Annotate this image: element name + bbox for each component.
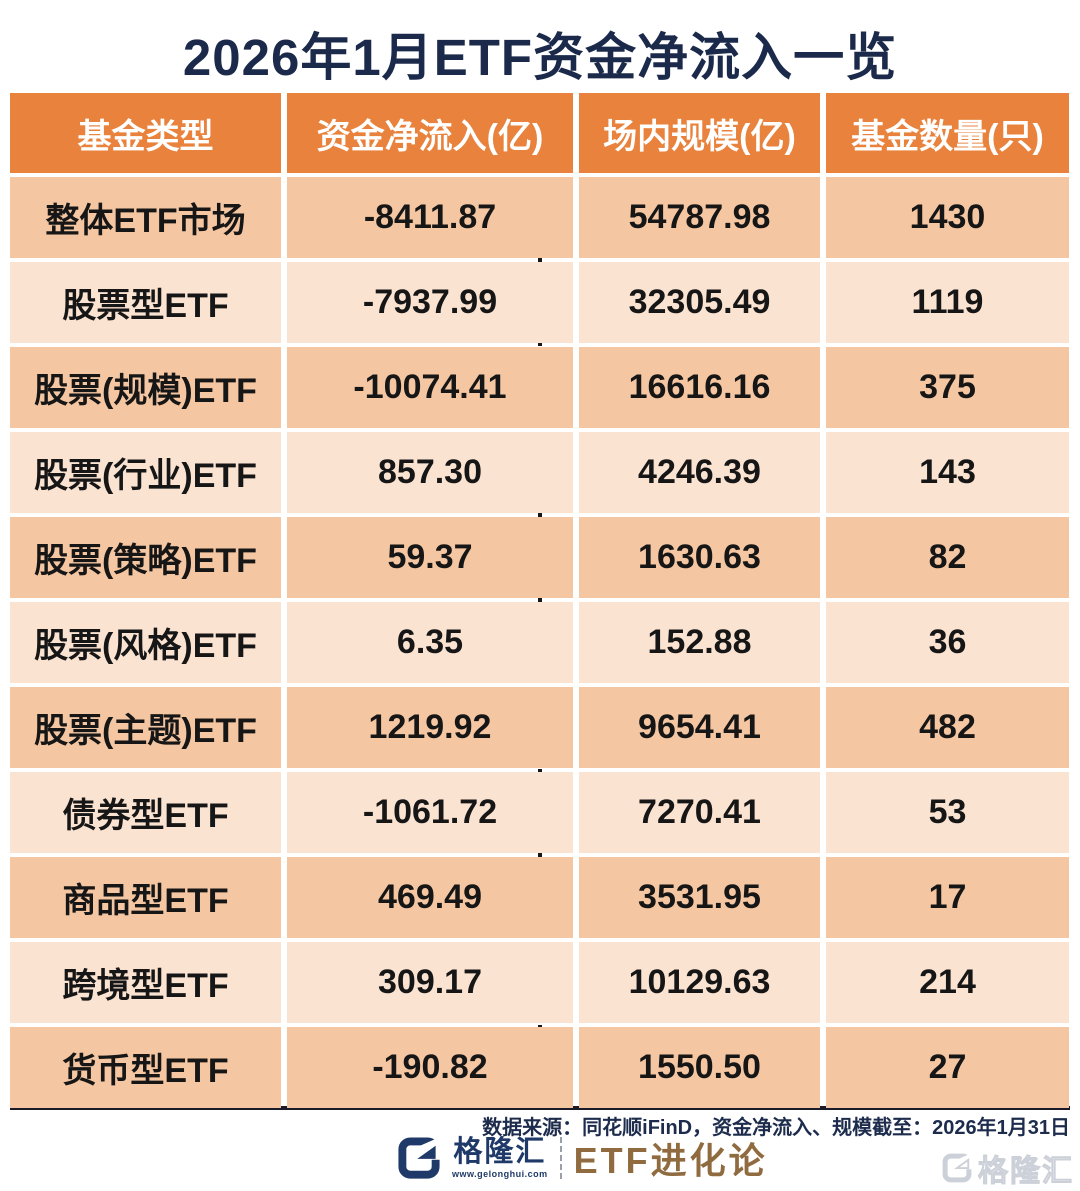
net-flow-cell: 309.17: [287, 942, 573, 1023]
market-scale-cell: 1630.63: [579, 517, 820, 598]
market-scale-cell: 10129.63: [579, 942, 820, 1023]
table-bottom-border: [10, 1106, 1070, 1110]
fund-count-cell: 214: [826, 942, 1069, 1023]
fund-type-cell: 股票(策略)ETF: [10, 517, 281, 598]
fund-type-cell: 货币型ETF: [10, 1027, 281, 1108]
market-scale-cell: 32305.49: [579, 262, 820, 343]
fund-count-cell: 1430: [826, 177, 1069, 258]
fund-type-cell: 整体ETF市场: [10, 177, 281, 258]
brand-divider: [559, 1137, 562, 1179]
net-flow-cell: 857.30: [287, 432, 573, 513]
net-flow-cell: 6.35: [287, 602, 573, 683]
fund-count-cell: 17: [826, 857, 1069, 938]
fund-type-cell: 股票(行业)ETF: [10, 432, 281, 513]
fund-count-cell: 482: [826, 687, 1069, 768]
market-scale-cell: 1550.50: [579, 1027, 820, 1108]
market-scale-cell: 152.88: [579, 602, 820, 683]
watermark: 格隆汇: [942, 1146, 1074, 1190]
brand-block: 格隆汇 www.gelonghui.com ETF进化论: [398, 1134, 768, 1182]
brand-name-block: 格隆汇 www.gelonghui.com: [452, 1135, 548, 1179]
watermark-logo-icon: [942, 1153, 972, 1183]
net-flow-cell: 59.37: [287, 517, 573, 598]
fund-count-cell: 375: [826, 347, 1069, 428]
fund-count-cell: 1119: [826, 262, 1069, 343]
net-flow-cell: 469.49: [287, 857, 573, 938]
net-flow-cell: -190.82: [287, 1027, 573, 1108]
fund-count-cell: 36: [826, 602, 1069, 683]
column-header-2: 场内规模(亿): [579, 93, 820, 173]
fund-type-cell: 股票(规模)ETF: [10, 347, 281, 428]
market-scale-cell: 54787.98: [579, 177, 820, 258]
brand-url: www.gelonghui.com: [452, 1168, 548, 1179]
fund-type-cell: 股票(主题)ETF: [10, 687, 281, 768]
fund-type-cell: 股票型ETF: [10, 262, 281, 343]
column-header-3: 基金数量(只): [826, 93, 1069, 173]
market-scale-cell: 9654.41: [579, 687, 820, 768]
fund-count-cell: 27: [826, 1027, 1069, 1108]
fund-count-cell: 53: [826, 772, 1069, 853]
market-scale-cell: 4246.39: [579, 432, 820, 513]
fund-count-cell: 82: [826, 517, 1069, 598]
net-flow-cell: -1061.72: [287, 772, 573, 853]
watermark-text: 格隆汇: [978, 1155, 1074, 1189]
fund-type-cell: 商品型ETF: [10, 857, 281, 938]
fund-count-cell: 143: [826, 432, 1069, 513]
brand-name: 格隆汇: [453, 1135, 547, 1168]
table-grid: 基金类型 资金净流入(亿) 场内规模(亿) 基金数量(只) 整体ETF市场 -8411.8…: [10, 93, 1070, 1108]
market-scale-cell: 7270.41: [579, 772, 820, 853]
fund-type-cell: 股票(风格)ETF: [10, 602, 281, 683]
fund-type-cell: 债券型ETF: [10, 772, 281, 853]
net-flow-cell: -10074.41: [287, 347, 573, 428]
net-flow-cell: -8411.87: [287, 177, 573, 258]
etf-flow-table: 基金类型 资金净流入(亿) 场内规模(亿) 基金数量(只) 整体ETF市场 -8411.8…: [10, 93, 1070, 1108]
net-flow-cell: 1219.92: [287, 687, 573, 768]
fund-type-cell: 跨境型ETF: [10, 942, 281, 1023]
gelonghui-logo-icon: [398, 1137, 440, 1179]
data-source-note: 数据来源：同花顺iFinD，资金净流入、规模截至：2026年1月31日: [482, 1117, 1070, 1139]
market-scale-cell: 3531.95: [579, 857, 820, 938]
series-title: ETF进化论: [573, 1140, 768, 1181]
market-scale-cell: 16616.16: [579, 347, 820, 428]
column-header-0: 基金类型: [10, 93, 281, 173]
column-header-1: 资金净流入(亿): [287, 93, 573, 173]
net-flow-cell: -7937.99: [287, 262, 573, 343]
page-title: 2026年1月ETF资金净流入一览: [182, 29, 898, 86]
